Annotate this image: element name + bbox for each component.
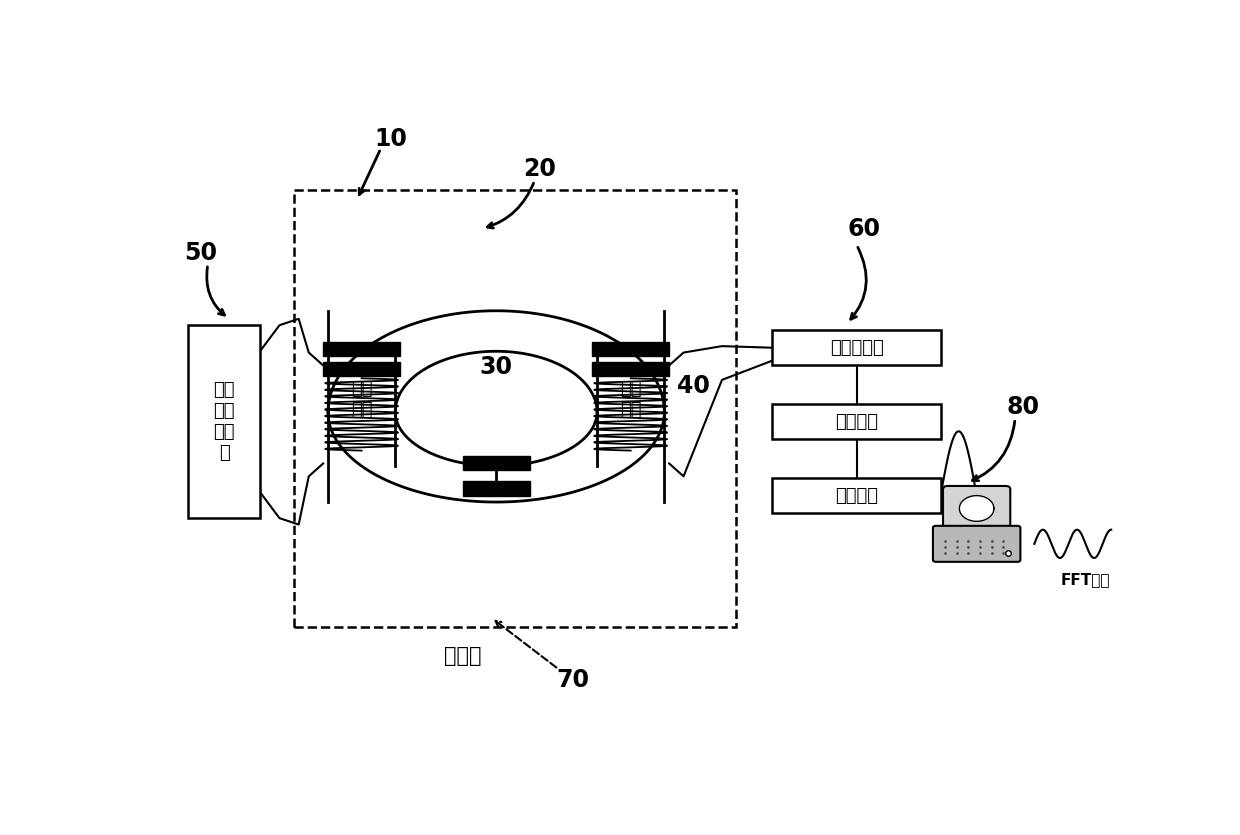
Bar: [463, 456, 529, 470]
Text: 恒温箱: 恒温箱: [444, 646, 481, 666]
Bar: [294, 190, 737, 627]
Text: 80: 80: [1007, 395, 1039, 419]
Text: 40: 40: [677, 374, 709, 398]
Text: 20: 20: [523, 157, 556, 181]
Text: 输出端子: 输出端子: [835, 487, 878, 504]
Text: FFT解析: FFT解析: [1060, 572, 1110, 587]
FancyBboxPatch shape: [942, 486, 1011, 538]
Text: 交频
电流
发生
器: 交频 电流 发生 器: [213, 382, 234, 462]
Text: 30: 30: [480, 355, 512, 379]
Bar: [593, 362, 670, 376]
Bar: [773, 330, 941, 366]
FancyBboxPatch shape: [932, 526, 1021, 562]
Bar: [773, 478, 941, 514]
Text: 50: 50: [185, 241, 218, 266]
Text: 感应
线圈: 感应 线圈: [620, 380, 641, 418]
Text: 放大电路: 放大电路: [835, 412, 878, 431]
Text: 励磁
线圈: 励磁 线圈: [351, 380, 372, 418]
Text: 10: 10: [374, 127, 407, 151]
Text: 70: 70: [557, 668, 589, 692]
Polygon shape: [960, 496, 994, 521]
Bar: [593, 342, 670, 357]
Bar: [324, 362, 401, 376]
Text: 60: 60: [848, 217, 880, 240]
Bar: [773, 404, 941, 439]
Bar: [188, 326, 260, 518]
Bar: [324, 342, 401, 357]
Text: 信号采集板: 信号采集板: [830, 339, 883, 357]
Bar: [463, 482, 529, 496]
